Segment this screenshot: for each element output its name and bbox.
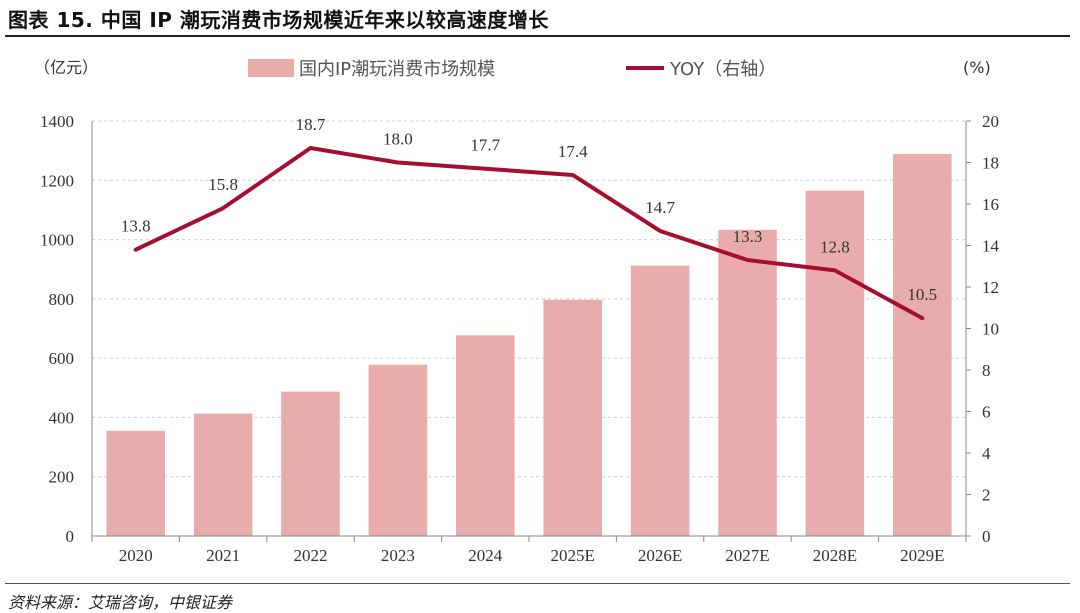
- legend: 国内IP潮玩消费市场规模 YOY（右轴）: [248, 59, 776, 80]
- y-left-tick-label: 1200: [40, 171, 74, 190]
- combo-chart: 0 200 400 600 800 1000 1200 1400 0 2 4 6 8 10 12 14 16 18…: [34, 58, 1000, 565]
- title-rule: [5, 35, 1070, 37]
- left-axis-unit: （亿元）: [34, 58, 98, 77]
- bar-series: [106, 153, 952, 537]
- y-left-tick-label: 200: [49, 468, 75, 487]
- yoy-data-label: 15.8: [208, 175, 238, 194]
- y-left-tick-label: 0: [66, 527, 75, 546]
- x-tick-label: 2027E: [725, 546, 769, 565]
- yoy-data-label: 18.7: [296, 115, 326, 134]
- right-axis-unit: (%): [963, 58, 991, 77]
- x-tick-label: 2025E: [551, 546, 595, 565]
- yoy-data-label: 13.8: [121, 217, 151, 236]
- line-series: [133, 145, 925, 321]
- legend-bar-swatch: [248, 59, 294, 77]
- source-note: 资料来源：艾瑞咨询，中银证券: [8, 593, 233, 612]
- yoy-data-label: 18.0: [383, 130, 413, 149]
- yoy-data-label: 17.4: [558, 142, 588, 161]
- legend-line-label: YOY（右轴）: [669, 59, 776, 80]
- yoy-data-label: 17.7: [470, 136, 500, 155]
- bar: [893, 153, 952, 536]
- y-right-tick-label: 10: [982, 320, 999, 339]
- x-tick-label: 2028E: [813, 546, 857, 565]
- legend-bar-label: 国内IP潮玩消费市场规模: [299, 59, 495, 80]
- y-left-tick-label: 600: [49, 349, 75, 368]
- y-left-tick-label: 800: [49, 290, 75, 309]
- figure-title: 图表 15. 中国 IP 潮玩消费市场规模近年来以较高速度增长: [8, 8, 549, 32]
- yoy-data-label: 13.3: [733, 227, 763, 246]
- y-right-tick-label: 18: [982, 154, 999, 173]
- yoy-data-label: 10.5: [907, 285, 937, 304]
- yoy-data-label: 12.8: [820, 237, 850, 256]
- y-left-tick-label: 400: [49, 408, 75, 427]
- x-tick-label: 2029E: [900, 546, 944, 565]
- x-tick-label: 2024: [468, 546, 503, 565]
- y-right-tick-label: 4: [982, 444, 991, 463]
- bar: [718, 229, 777, 536]
- bar: [543, 299, 602, 536]
- bar: [106, 430, 165, 536]
- data-labels: 13.8 15.8 18.7 18.0 17.7 17.4 14.7 13.3 12.8 10.5: [121, 115, 937, 304]
- bar: [281, 391, 340, 536]
- bar: [368, 364, 428, 536]
- x-tick-label: 2020: [119, 546, 153, 565]
- yoy-line: [133, 145, 925, 321]
- x-tick-label: 2022: [294, 546, 328, 565]
- bar: [630, 265, 690, 536]
- y-right-tick-label: 16: [982, 195, 999, 214]
- bar: [805, 190, 865, 537]
- bar: [193, 413, 253, 536]
- y-right-tick-label: 2: [982, 486, 991, 505]
- x-tick-label: 2021: [206, 546, 240, 565]
- yoy-data-label: 14.7: [645, 198, 675, 217]
- y-right-tick-label: 0: [982, 527, 991, 546]
- axes: 0 200 400 600 800 1000 1200 1400 0 2 4 6 8 10 12 14 16 18…: [40, 112, 1000, 565]
- x-tick-label: 2026E: [638, 546, 682, 565]
- y-right-tick-label: 8: [982, 361, 991, 380]
- y-right-tick-label: 6: [982, 403, 991, 422]
- bar: [456, 335, 515, 536]
- y-left-tick-label: 1400: [40, 112, 74, 131]
- y-right-tick-label: 20: [982, 112, 999, 131]
- x-tick-label: 2023: [381, 546, 415, 565]
- y-left-tick-label: 1000: [40, 231, 74, 250]
- source-rule: [5, 583, 1070, 584]
- y-right-tick-label: 12: [982, 278, 999, 297]
- y-right-tick-label: 14: [982, 237, 1000, 256]
